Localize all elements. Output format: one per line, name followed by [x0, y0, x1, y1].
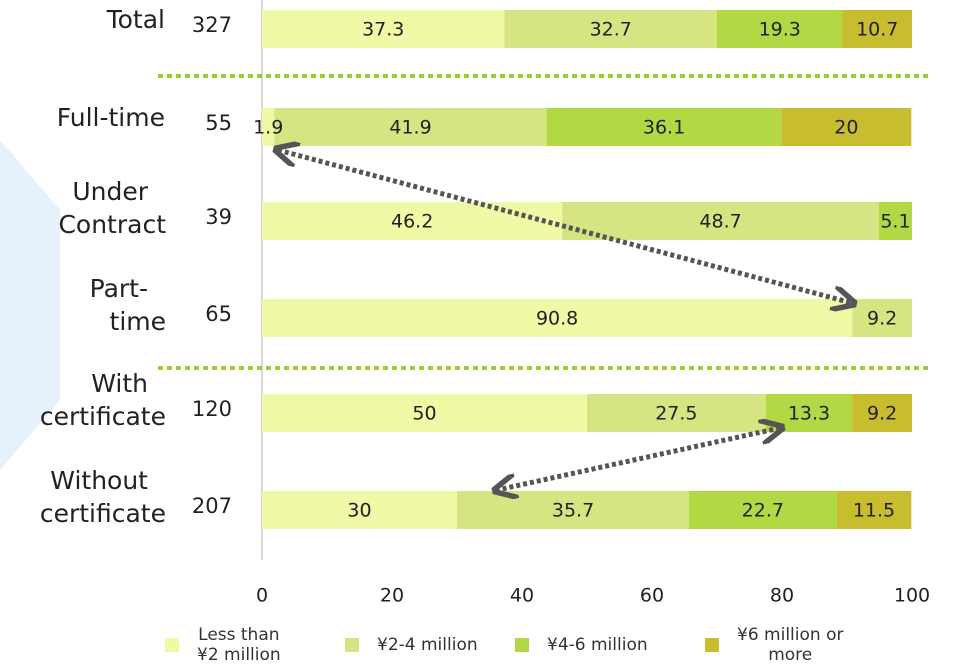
- legend-swatch: [345, 638, 359, 652]
- legend-item: ¥6 million or more: [705, 620, 843, 670]
- category-label: Under: [72, 177, 148, 206]
- data-label: 20: [834, 117, 858, 139]
- x-tick-label: 100: [894, 585, 930, 607]
- bar-segment: [836, 491, 912, 529]
- data-label: 48.7: [699, 211, 741, 233]
- data-label: 46.2: [391, 211, 433, 233]
- legend-swatch: [165, 638, 179, 652]
- x-tick-label: 80: [770, 585, 794, 607]
- data-label: 90.8: [536, 308, 578, 330]
- x-tick-label: 20: [380, 585, 404, 607]
- bar-segment: [842, 10, 912, 48]
- category-label: Part-: [90, 274, 148, 303]
- category-label: time: [110, 307, 166, 336]
- chart-plot: 37.3 32.7 19.3 10.7 327 Total 1.9 41.9 36.1 20 55 F…: [40, 0, 930, 607]
- sample-size-label: 39: [205, 205, 232, 229]
- legend-label: ¥4-6 million: [547, 635, 648, 655]
- legend-item: Less than ¥2 million: [165, 620, 281, 670]
- sample-size-label: 65: [205, 302, 232, 326]
- sample-size-label: 207: [192, 494, 232, 518]
- comparison-arrow: [278, 150, 852, 303]
- legend: Less than ¥2 million ¥2-4 million ¥4-6 mill…: [165, 620, 945, 670]
- bar-segment: [878, 202, 912, 240]
- data-label: 37.3: [362, 19, 404, 41]
- legend-label: ¥2-4 million: [377, 635, 478, 655]
- legend-swatch: [515, 638, 529, 652]
- bar-segment: [852, 299, 912, 337]
- sample-size-label: 120: [192, 397, 232, 421]
- bar-segment: [262, 108, 275, 146]
- legend-label-line: ¥2-4 million: [377, 635, 478, 655]
- bar-segment: [262, 10, 505, 48]
- bar-segment: [262, 491, 457, 529]
- legend-label-line: Less than: [198, 625, 280, 645]
- data-label: 27.5: [655, 403, 697, 425]
- data-label: 13.3: [788, 403, 830, 425]
- x-tick-label: 60: [640, 585, 664, 607]
- data-label: 41.9: [389, 117, 431, 139]
- data-label: 30: [347, 500, 371, 522]
- category-label: certificate: [40, 402, 166, 431]
- category-label: Full-time: [57, 103, 165, 132]
- category-label: Contract: [58, 210, 166, 239]
- category-label: With: [91, 369, 148, 398]
- legend-label-line: ¥4-6 million: [547, 635, 648, 655]
- data-label: 22.7: [742, 500, 784, 522]
- bar-segment: [546, 108, 782, 146]
- data-label: 5.1: [880, 211, 910, 233]
- category-label: certificate: [40, 499, 166, 528]
- data-label: 11.5: [853, 500, 895, 522]
- legend-label-line: more: [768, 645, 813, 665]
- data-label: 35.7: [552, 500, 594, 522]
- legend-item: ¥4-6 million: [515, 620, 648, 670]
- comparison-arrow: [497, 428, 780, 490]
- category-label: Without: [50, 466, 148, 495]
- data-label: 36.1: [643, 117, 685, 139]
- data-label: 10.7: [856, 19, 898, 41]
- data-label: 19.3: [759, 19, 801, 41]
- bar-segment: [274, 108, 547, 146]
- category-label: Total: [106, 5, 165, 34]
- sample-size-label: 55: [205, 111, 232, 135]
- legend-swatch: [705, 638, 719, 652]
- data-label: 9.2: [867, 403, 897, 425]
- x-tick-label: 0: [256, 585, 268, 607]
- bar-segment: [504, 10, 717, 48]
- data-label: 50: [412, 403, 436, 425]
- legend-label-line: ¥6 million or: [737, 625, 844, 645]
- data-label: 32.7: [590, 19, 632, 41]
- legend-label-line: ¥2 million: [197, 645, 281, 665]
- legend-item: ¥2-4 million: [345, 620, 478, 670]
- data-label: 9.2: [867, 308, 897, 330]
- bar-segment: [717, 10, 843, 48]
- x-tick-label: 40: [510, 585, 534, 607]
- legend-label: Less than ¥2 million: [197, 625, 281, 665]
- sample-size-label: 327: [192, 13, 232, 37]
- data-label: 1.9: [253, 117, 283, 139]
- bar-segment: [852, 394, 912, 432]
- bar-segment: [781, 108, 912, 146]
- legend-label: ¥6 million or more: [737, 625, 843, 665]
